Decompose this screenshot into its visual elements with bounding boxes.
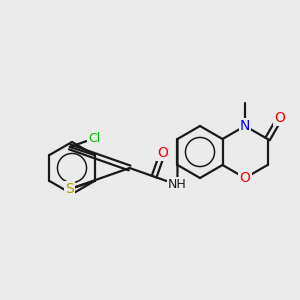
Text: O: O — [240, 171, 250, 185]
Text: NH: NH — [168, 178, 187, 191]
Text: N: N — [240, 119, 250, 133]
Text: Cl: Cl — [88, 132, 100, 145]
Text: O: O — [157, 146, 168, 160]
Text: S: S — [65, 182, 74, 196]
Text: O: O — [274, 111, 285, 124]
